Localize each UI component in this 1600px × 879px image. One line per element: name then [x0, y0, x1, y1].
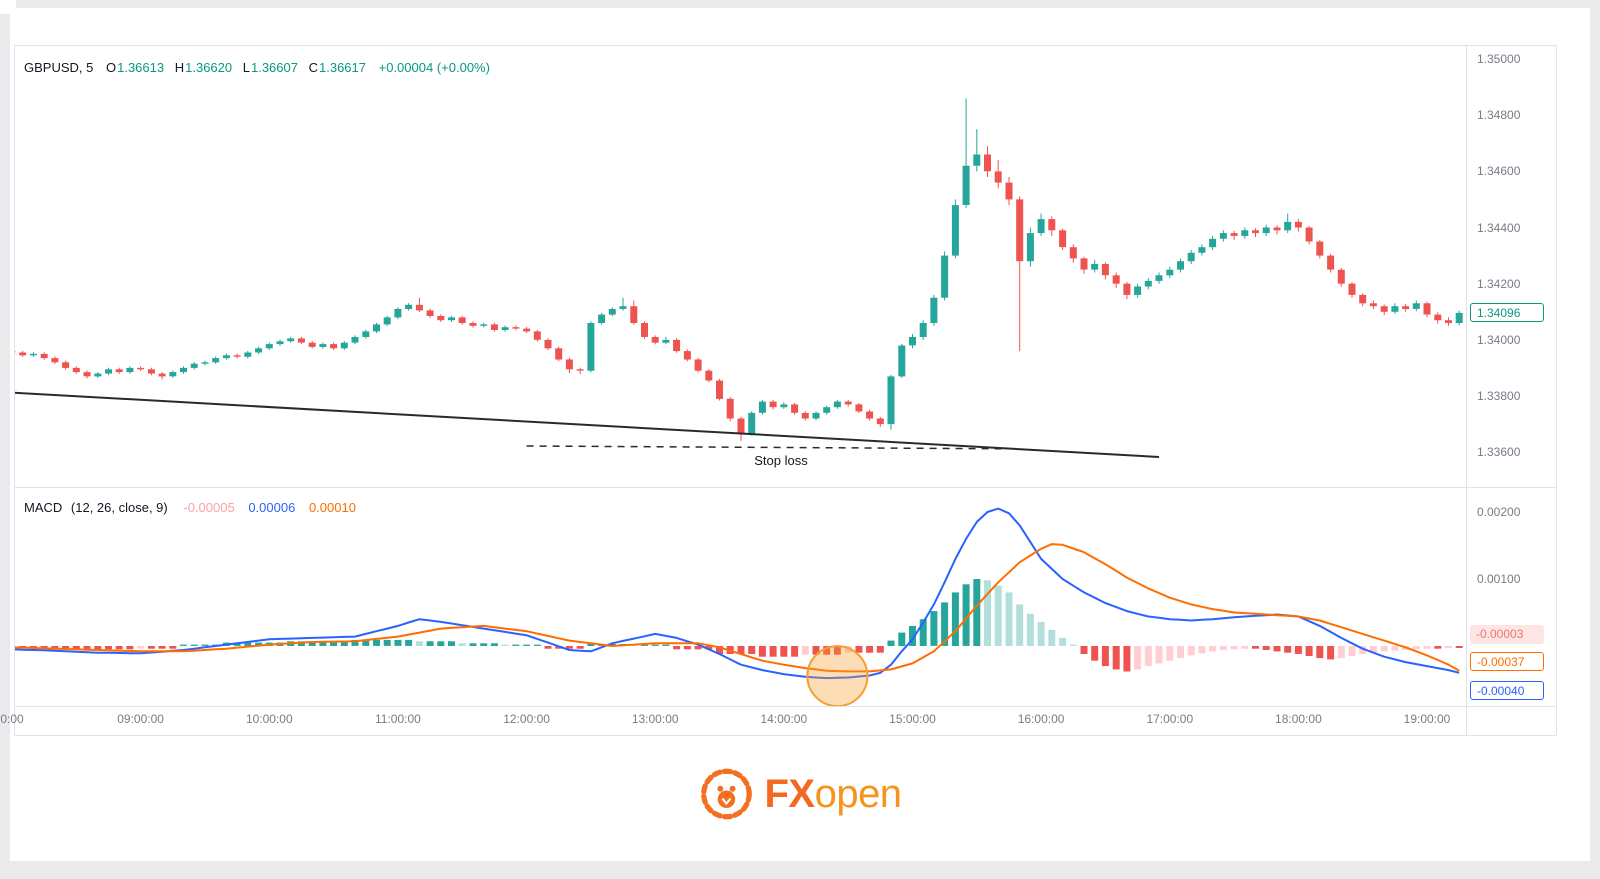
stop-loss-label[interactable]: Stop loss — [754, 453, 808, 468]
high-value: 1.36620 — [185, 60, 233, 75]
macd-histogram — [14, 579, 1463, 672]
low-label: L — [242, 60, 250, 75]
macd-line-value: 0.00006 — [248, 500, 296, 515]
time-axis[interactable]: 0:00 09:00:00 10:00:00 11:00:00 12:00:00 13:0… — [0, 706, 1556, 735]
time-axis-label: 16:00:00 — [1017, 712, 1065, 726]
macd-line — [14, 507, 1460, 680]
trendline — [14, 391, 1160, 458]
time-axis-label: 13:00:00 — [631, 712, 679, 726]
chart-plot-area[interactable] — [14, 45, 1466, 706]
macd-params: (12, 26, close, 9) — [70, 500, 168, 515]
candlestick-series — [14, 98, 1463, 441]
time-axis-label: 12:00:00 — [503, 712, 550, 726]
macd-hist-badge: -0.00003 — [1470, 625, 1544, 644]
price-axis-label: 1.33600 — [1477, 445, 1521, 460]
macd-axis-label: 0.00200 — [1477, 505, 1521, 519]
macd-line-badge: -0.00040 — [1470, 681, 1544, 700]
drawing-annotations[interactable] — [14, 391, 1160, 458]
time-axis-label: 11:00:00 — [374, 712, 421, 726]
panel-separator — [14, 487, 1556, 488]
price-axis-label: 1.35000 — [1477, 52, 1521, 66]
frame-right — [1556, 45, 1557, 735]
stop-loss-line — [526, 445, 1010, 450]
price-axis-label: 1.34400 — [1477, 220, 1521, 235]
macd-lines — [14, 507, 1460, 680]
time-axis-label: 09:00:00 — [117, 712, 164, 726]
macd-legend[interactable]: MACD (12, 26, close, 9) -0.00005 0.00006… — [24, 500, 356, 515]
symbol-legend[interactable]: GBPUSD, 5 O1.36613 H1.36620 L1.36607 C1.… — [24, 60, 490, 75]
fxopen-wordmark: FXopen — [764, 772, 902, 816]
macd-hist-value: -0.00005 — [183, 500, 235, 515]
fxopen-logo: FXopen — [698, 766, 902, 822]
open-label: O — [105, 60, 117, 75]
macd-signal-badge: -0.00037 — [1470, 652, 1544, 671]
price-axis[interactable]: 1.35000 1.34800 1.34600 1.34400 1.34200 1.340… — [1466, 45, 1556, 735]
frame-left — [14, 45, 15, 735]
brand-fx: FX — [764, 772, 815, 816]
close-label: C — [308, 60, 318, 75]
signal-line — [14, 543, 1460, 673]
last-price-badge: 1.34096 — [1470, 303, 1544, 323]
price-axis-label: 1.34600 — [1477, 164, 1521, 179]
macd-axis-label: 0.00100 — [1477, 572, 1521, 586]
change-value: +0.00004 (+0.00%) — [378, 60, 490, 75]
close-value: 1.36617 — [319, 60, 366, 75]
time-axis-label: 0:00 — [0, 712, 24, 726]
frame-bottom — [14, 735, 1556, 736]
open-value: 1.36613 — [117, 60, 165, 75]
price-axis-label: 1.34000 — [1477, 332, 1521, 347]
low-value: 1.36607 — [250, 60, 298, 75]
corner-notch — [0, 0, 16, 14]
fxopen-lion-icon — [701, 768, 752, 820]
frame-top — [14, 45, 1556, 46]
time-axis-label: 18:00:00 — [1275, 712, 1322, 726]
price-axis-separator — [1466, 45, 1467, 735]
price-axis-label: 1.34800 — [1477, 108, 1521, 123]
time-axis-separator — [14, 706, 1556, 707]
macd-signal-value: 0.00010 — [308, 500, 356, 515]
high-label: H — [174, 60, 185, 75]
macd-title: MACD — [24, 500, 63, 515]
brand-open: open — [814, 772, 902, 816]
time-axis-label: 15:00:00 — [889, 712, 936, 726]
time-axis-label: 10:00:00 — [245, 712, 293, 726]
symbol-name: GBPUSD, 5 — [24, 60, 94, 75]
chart-card — [10, 8, 1590, 861]
time-axis-label: 19:00:00 — [1403, 712, 1451, 726]
price-axis-label: 1.33800 — [1477, 389, 1521, 403]
time-axis-label: 17:00:00 — [1146, 712, 1194, 726]
price-axis-label: 1.34200 — [1477, 276, 1521, 291]
highlight-circle[interactable] — [806, 645, 869, 706]
time-axis-label: 14:00:00 — [760, 712, 808, 726]
